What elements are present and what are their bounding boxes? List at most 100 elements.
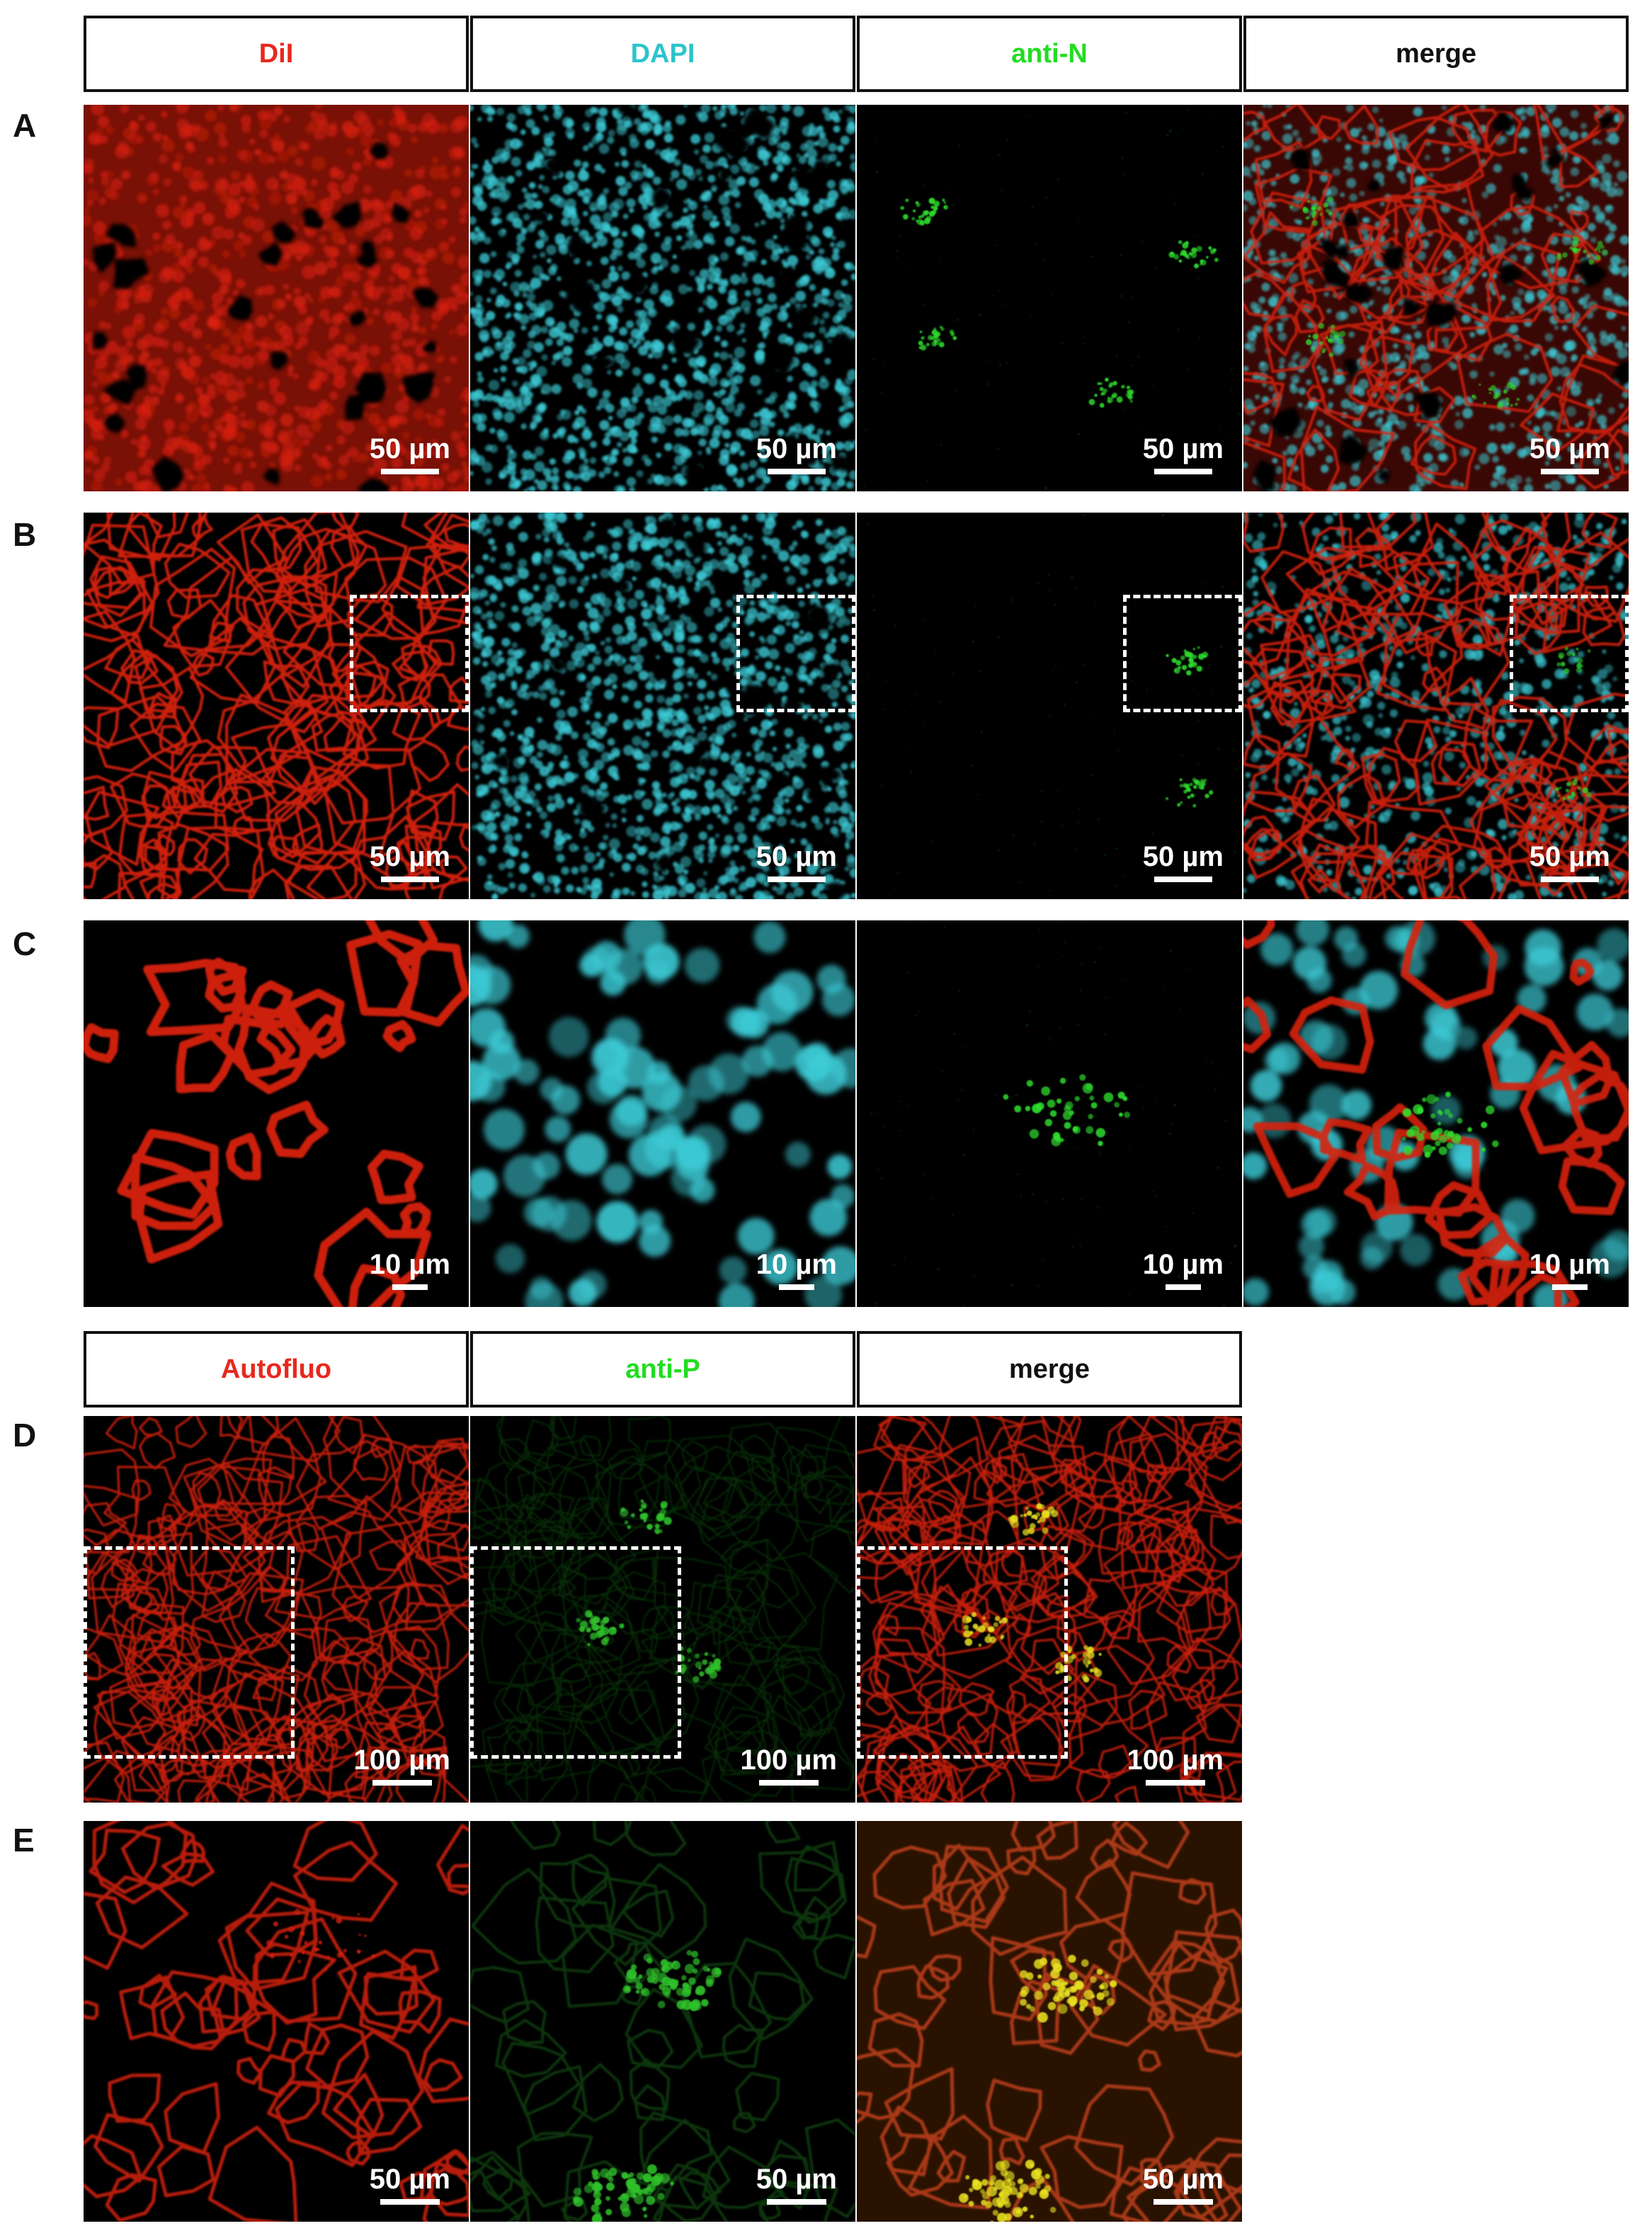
row-label-e: E bbox=[13, 1822, 35, 1859]
region-of-interest bbox=[736, 595, 855, 712]
panel-b-dapi: 50 µm bbox=[470, 513, 855, 899]
row-label-d: D bbox=[13, 1417, 37, 1454]
micrograph-texture bbox=[470, 105, 855, 491]
micrograph-texture bbox=[858, 920, 1241, 1307]
panel-c-anti-n: 10 µm bbox=[857, 920, 1242, 1307]
header-merge-bottom: merge bbox=[857, 1331, 1242, 1408]
panel-d-anti-p: 100 µm bbox=[470, 1416, 855, 1803]
scale-label: 50 µm bbox=[756, 2164, 837, 2195]
header-merge-top: merge bbox=[1243, 16, 1629, 92]
scale-line bbox=[380, 2199, 440, 2205]
scale-line bbox=[1153, 2199, 1213, 2205]
micrograph-texture bbox=[1243, 920, 1629, 1307]
scale-bar: 50 µm bbox=[370, 841, 450, 882]
scale-bar: 100 µm bbox=[1127, 1745, 1224, 1786]
scale-line bbox=[767, 469, 826, 474]
scale-line bbox=[1540, 469, 1599, 474]
scale-line bbox=[1153, 877, 1212, 882]
scale-line bbox=[778, 1284, 814, 1290]
micrograph-texture bbox=[470, 1821, 855, 2222]
row-label-c: C bbox=[13, 925, 37, 962]
scale-bar: 50 µm bbox=[756, 433, 837, 474]
scale-line bbox=[392, 1284, 428, 1290]
scale-bar: 50 µm bbox=[1143, 841, 1224, 882]
scale-line bbox=[380, 877, 439, 882]
region-of-interest bbox=[1123, 595, 1242, 712]
panel-d-autofluo: 100 µm bbox=[84, 1416, 469, 1803]
scale-line bbox=[767, 877, 826, 882]
header-anti-n: anti-N bbox=[857, 16, 1242, 92]
row-label-b: B bbox=[13, 516, 37, 553]
micrograph-texture bbox=[1243, 513, 1629, 899]
scale-bar: 50 µm bbox=[756, 2164, 837, 2205]
micrograph-texture bbox=[858, 105, 1240, 491]
scale-bar: 10 µm bbox=[370, 1249, 450, 1290]
header-dii-label: DiI bbox=[258, 38, 294, 69]
scale-bar: 100 µm bbox=[741, 1745, 837, 1786]
row-label-a: A bbox=[13, 107, 37, 144]
header-autofluo: Autofluo bbox=[84, 1331, 469, 1408]
region-of-interest bbox=[857, 1546, 1068, 1759]
header-dapi-label: DAPI bbox=[630, 38, 695, 69]
scale-bar: 50 µm bbox=[370, 2164, 450, 2205]
scale-bar: 50 µm bbox=[756, 841, 837, 882]
header-anti-p-label: anti-P bbox=[625, 1354, 700, 1384]
micrograph-texture bbox=[84, 105, 469, 491]
micrograph-texture bbox=[470, 1416, 855, 1803]
panel-b-dii: 50 µm bbox=[84, 513, 469, 899]
header-anti-p: anti-P bbox=[470, 1331, 855, 1408]
scale-label: 50 µm bbox=[1529, 841, 1610, 872]
panel-c-dapi: 10 µm bbox=[470, 920, 855, 1307]
region-of-interest bbox=[350, 595, 469, 712]
scale-line bbox=[372, 1780, 432, 1786]
scale-label: 50 µm bbox=[756, 841, 837, 872]
scale-label: 100 µm bbox=[1127, 1745, 1224, 1776]
micrograph-texture bbox=[470, 920, 855, 1307]
panel-b-merge: 50 µm bbox=[1243, 513, 1629, 899]
panel-a-merge: 50 µm bbox=[1243, 105, 1629, 491]
panel-e-autofluo: 50 µm bbox=[84, 1821, 469, 2222]
scale-bar: 10 µm bbox=[1143, 1249, 1224, 1290]
scale-bar: 10 µm bbox=[756, 1249, 837, 1290]
region-of-interest bbox=[1510, 595, 1629, 712]
micrograph-texture bbox=[84, 1821, 469, 2222]
scale-line bbox=[766, 2199, 826, 2205]
micrograph-texture bbox=[1243, 105, 1629, 491]
panel-e-anti-p: 50 µm bbox=[470, 1821, 855, 2222]
scale-label: 50 µm bbox=[369, 2164, 450, 2195]
scale-bar: 50 µm bbox=[1143, 2164, 1224, 2205]
micrograph-texture bbox=[857, 1821, 1242, 2222]
header-autofluo-label: Autofluo bbox=[220, 1354, 332, 1384]
scale-line bbox=[1153, 469, 1212, 474]
panel-a-dapi: 50 µm bbox=[470, 105, 855, 491]
scale-label: 50 µm bbox=[1142, 433, 1224, 464]
scale-label: 50 µm bbox=[369, 841, 450, 872]
header-merge-top-label: merge bbox=[1395, 38, 1477, 69]
scale-line bbox=[1551, 1284, 1588, 1290]
scale-bar: 10 µm bbox=[1529, 1249, 1610, 1290]
panel-e-merge: 50 µm bbox=[857, 1821, 1242, 2222]
panel-a-anti-n: 50 µm bbox=[857, 105, 1242, 491]
scale-label: 10 µm bbox=[756, 1249, 837, 1280]
region-of-interest bbox=[470, 1546, 681, 1759]
scale-label: 100 µm bbox=[353, 1745, 450, 1776]
scale-bar: 50 µm bbox=[370, 433, 450, 474]
scale-line bbox=[1540, 877, 1599, 882]
scale-bar: 50 µm bbox=[1529, 841, 1610, 882]
panel-a-dii: 50 µm bbox=[84, 105, 469, 491]
header-dii: DiI bbox=[84, 16, 469, 92]
micrograph-texture bbox=[857, 1416, 1242, 1803]
panel-c-merge: 10 µm bbox=[1243, 920, 1629, 1307]
micrograph-texture bbox=[857, 513, 1238, 898]
micrograph-texture bbox=[84, 1416, 469, 1803]
scale-bar: 50 µm bbox=[1143, 433, 1224, 474]
header-anti-n-label: anti-N bbox=[1011, 38, 1088, 69]
scale-label: 10 µm bbox=[369, 1249, 450, 1280]
panel-d-merge: 100 µm bbox=[857, 1416, 1242, 1803]
micrograph-texture bbox=[84, 920, 469, 1307]
header-merge-bottom-label: merge bbox=[1008, 1354, 1090, 1384]
scale-label: 50 µm bbox=[369, 433, 450, 464]
scale-label: 50 µm bbox=[1142, 2164, 1224, 2195]
scale-bar: 100 µm bbox=[354, 1745, 450, 1786]
scale-label: 10 µm bbox=[1529, 1249, 1610, 1280]
